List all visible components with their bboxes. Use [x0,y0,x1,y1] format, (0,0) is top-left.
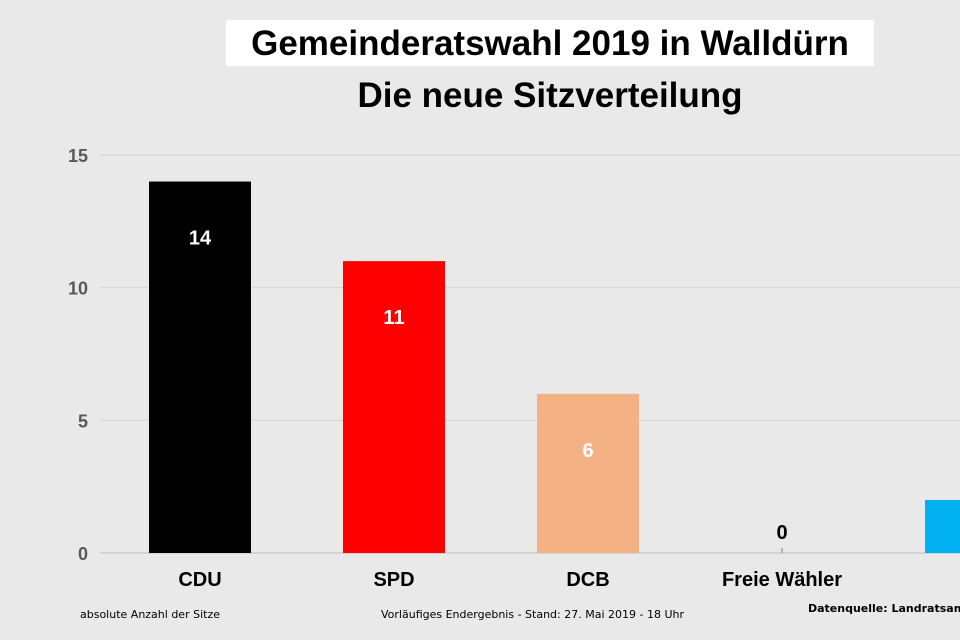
y-tick-label: 15 [68,146,88,166]
data-label: 6 [582,440,593,462]
x-tick-label: DCB [566,569,609,591]
bar [343,261,445,553]
bar [537,393,639,553]
y-axis-ticks: 0 5 10 15 [68,146,88,564]
chart-title: Gemeinderatswahl 2019 in Walldürn [251,24,849,63]
footer-unit-note: absolute Anzahl der Sitze [80,608,220,621]
x-tick-label: CDU [178,569,221,591]
data-label: 14 [189,228,212,250]
chart-subtitle: Die neue Sitzverteilung [357,76,743,115]
bars [149,181,960,554]
footer-status-note: Vorläufiges Endergebnis - Stand: 27. Mai… [381,608,685,621]
x-tick-label: Freie Wähler [722,569,842,591]
y-tick-label: 10 [68,279,88,299]
bar [149,181,251,554]
x-tick-label: SPD [373,569,414,591]
data-label: 11 [383,307,404,329]
y-tick-label: 5 [78,411,88,431]
title-background [226,20,874,66]
footer-source-note: Datenquelle: Landratsamt / [808,602,960,615]
data-labels: 14 11 6 0 [189,228,788,544]
y-tick-label: 0 [78,544,88,564]
data-label: 0 [776,522,787,544]
bar [925,499,960,553]
x-axis-ticks: CDU SPD DCB Freie Wähler [178,569,842,591]
